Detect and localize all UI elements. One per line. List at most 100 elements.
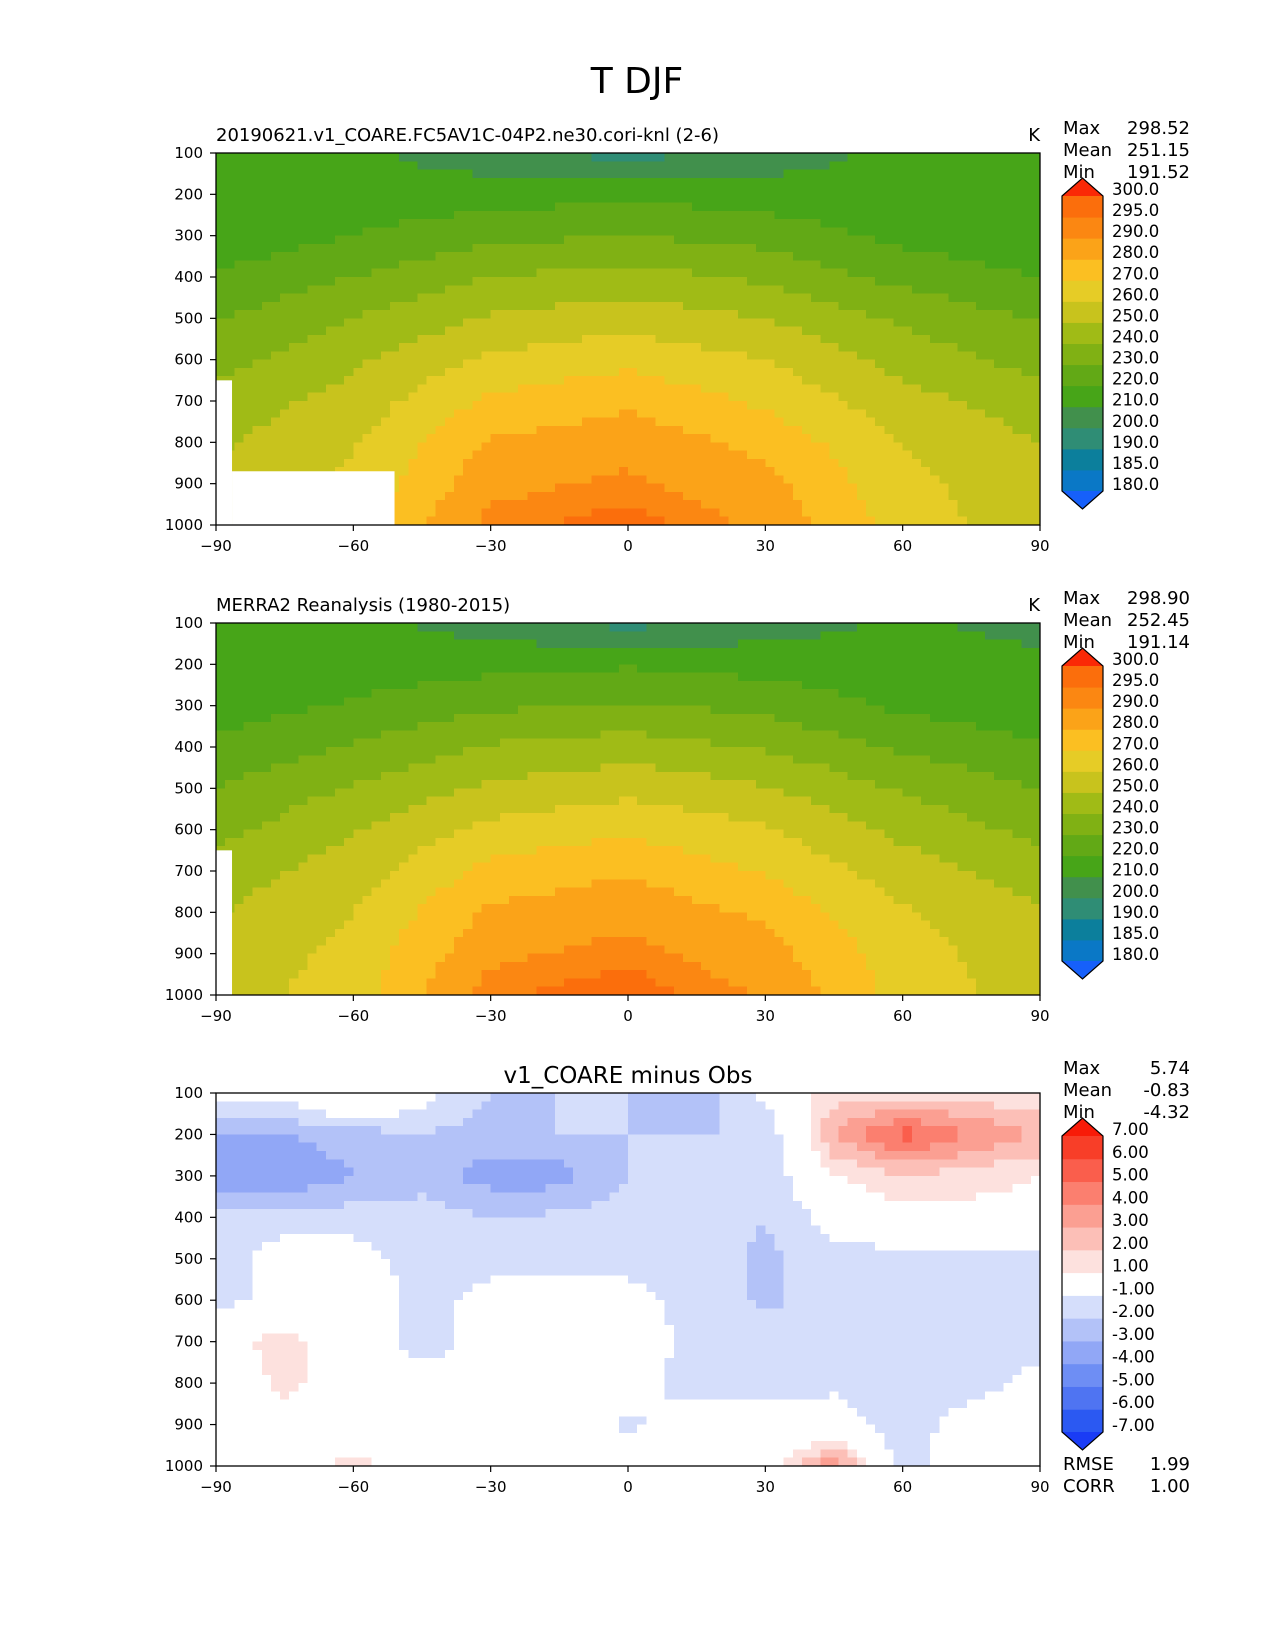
field-cell <box>591 631 602 641</box>
field-cell <box>692 334 702 344</box>
field-cell <box>829 202 840 212</box>
field-cell <box>518 467 528 476</box>
field-cell <box>774 689 785 698</box>
field-cell <box>325 417 336 427</box>
field-cell <box>710 285 721 295</box>
field-cell <box>884 417 895 427</box>
field-cell <box>710 434 721 443</box>
field-cell <box>518 647 528 657</box>
field-cell <box>838 194 849 204</box>
field-cell <box>289 392 299 402</box>
field-cell <box>481 367 492 377</box>
field-cell <box>847 664 858 674</box>
field-cell <box>490 219 501 228</box>
field-cell <box>426 351 437 361</box>
field-cell <box>518 475 528 485</box>
field-cell <box>216 161 226 171</box>
field-cell <box>316 376 327 386</box>
field-cell <box>811 491 821 501</box>
field-cell <box>307 425 318 435</box>
field-cell <box>472 343 483 352</box>
field-cell <box>481 301 492 311</box>
field-cell <box>792 450 803 460</box>
field-cell <box>765 310 776 319</box>
field-cell <box>994 367 1004 377</box>
field-cell <box>444 467 455 476</box>
field-cell <box>820 516 831 526</box>
field-cell <box>966 631 977 641</box>
field-cell <box>280 310 290 319</box>
field-cell <box>454 483 464 493</box>
field-cell <box>902 334 913 344</box>
field-cell <box>435 639 446 649</box>
field-cell <box>847 475 858 485</box>
field-cell <box>664 177 675 187</box>
field-cell <box>252 194 263 204</box>
field-cell <box>811 450 821 460</box>
field-cell <box>957 169 968 179</box>
field-cell <box>966 425 977 435</box>
field-cell <box>811 326 821 336</box>
field-cell <box>463 425 473 435</box>
field-cell <box>408 277 419 286</box>
field-cell <box>490 359 501 369</box>
field-cell <box>820 277 831 286</box>
field-cell <box>1012 623 1023 632</box>
field-cell <box>1030 343 1041 352</box>
field-cell <box>344 450 354 460</box>
field-cell <box>985 417 995 427</box>
field-cell <box>664 301 675 311</box>
field-cell <box>1030 664 1041 674</box>
field-cell <box>1012 491 1023 501</box>
field-cell <box>939 425 950 435</box>
field-cell <box>380 285 391 295</box>
field-cell <box>664 285 675 295</box>
field-cell <box>838 491 849 501</box>
field-cell <box>893 326 904 336</box>
field-cell <box>920 161 931 171</box>
field-cell <box>692 672 702 682</box>
field-cell <box>426 516 437 526</box>
field-cell <box>344 343 354 352</box>
field-cell <box>655 293 666 303</box>
field-cell <box>820 376 831 386</box>
field-cell <box>435 392 446 402</box>
field-cell <box>719 475 730 485</box>
field-cell <box>756 475 766 485</box>
field-cell <box>628 516 638 526</box>
field-cell <box>399 219 409 228</box>
field-cell <box>820 664 831 674</box>
field-cell <box>417 384 428 394</box>
field-cell <box>893 186 904 195</box>
field-cell <box>911 252 922 262</box>
field-cell <box>335 186 345 195</box>
field-cell <box>591 392 602 402</box>
field-cell <box>353 293 364 303</box>
field-cell <box>518 508 528 518</box>
field-cell <box>820 243 831 253</box>
field-cell <box>582 508 592 518</box>
field-cell <box>737 277 748 286</box>
field-cell <box>380 384 391 394</box>
field-cell <box>692 194 702 204</box>
field-cell <box>490 672 501 682</box>
field-cell <box>252 186 263 195</box>
field-cell <box>783 334 794 344</box>
field-cell <box>481 680 492 690</box>
field-cell <box>920 639 931 649</box>
field-cell <box>847 359 858 369</box>
field-cell <box>600 491 611 501</box>
field-cell <box>481 153 492 162</box>
field-cell <box>737 392 748 402</box>
field-cell <box>261 664 272 674</box>
field-cell <box>591 260 602 270</box>
field-cell <box>664 631 675 641</box>
field-cell <box>966 243 977 253</box>
field-cell <box>875 326 885 336</box>
field-cell <box>682 376 693 386</box>
field-cell <box>298 293 309 303</box>
field-cell <box>710 467 721 476</box>
field-cell <box>270 409 281 419</box>
field-cell <box>298 252 309 262</box>
